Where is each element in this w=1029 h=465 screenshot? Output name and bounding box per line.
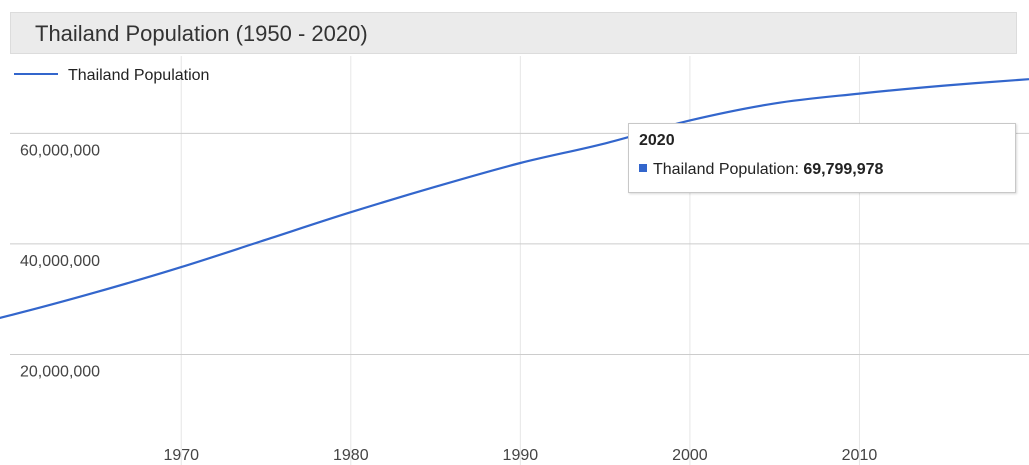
y-tick-label: 20,000,000 (20, 363, 100, 380)
x-tick-label: 1990 (503, 447, 539, 464)
chart-title: Thailand Population (1950 - 2020) (35, 21, 368, 46)
tooltip-series-label: Thailand Population: (653, 161, 799, 178)
x-axis-ticks: 1970 1980 1990 2000 2010 (163, 447, 877, 464)
series-line-thailand-population (0, 78, 1029, 320)
tooltip-row: Thailand Population: 69,799,978 (639, 161, 883, 179)
grid (10, 56, 1029, 465)
x-tick-label: 1970 (163, 447, 199, 464)
chart-title-bar: Thailand Population (1950 - 2020) (10, 12, 1017, 54)
y-axis-ticks: 20,000,000 40,000,000 60,000,000 (20, 142, 100, 380)
legend-label: Thailand Population (68, 67, 209, 84)
tooltip: 2020 Thailand Population: 69,799,978 (628, 123, 1016, 193)
y-tick-label: 60,000,000 (20, 142, 100, 159)
x-tick-label: 1980 (333, 447, 369, 464)
legend: Thailand Population (14, 67, 209, 84)
series-layer (0, 78, 1029, 320)
y-tick-label: 40,000,000 (20, 253, 100, 270)
x-tick-label: 2000 (672, 447, 708, 464)
x-tick-label: 2010 (842, 447, 878, 464)
tooltip-year: 2020 (639, 132, 675, 149)
tooltip-series-swatch (639, 164, 647, 172)
tooltip-series-value: 69,799,978 (803, 161, 884, 178)
